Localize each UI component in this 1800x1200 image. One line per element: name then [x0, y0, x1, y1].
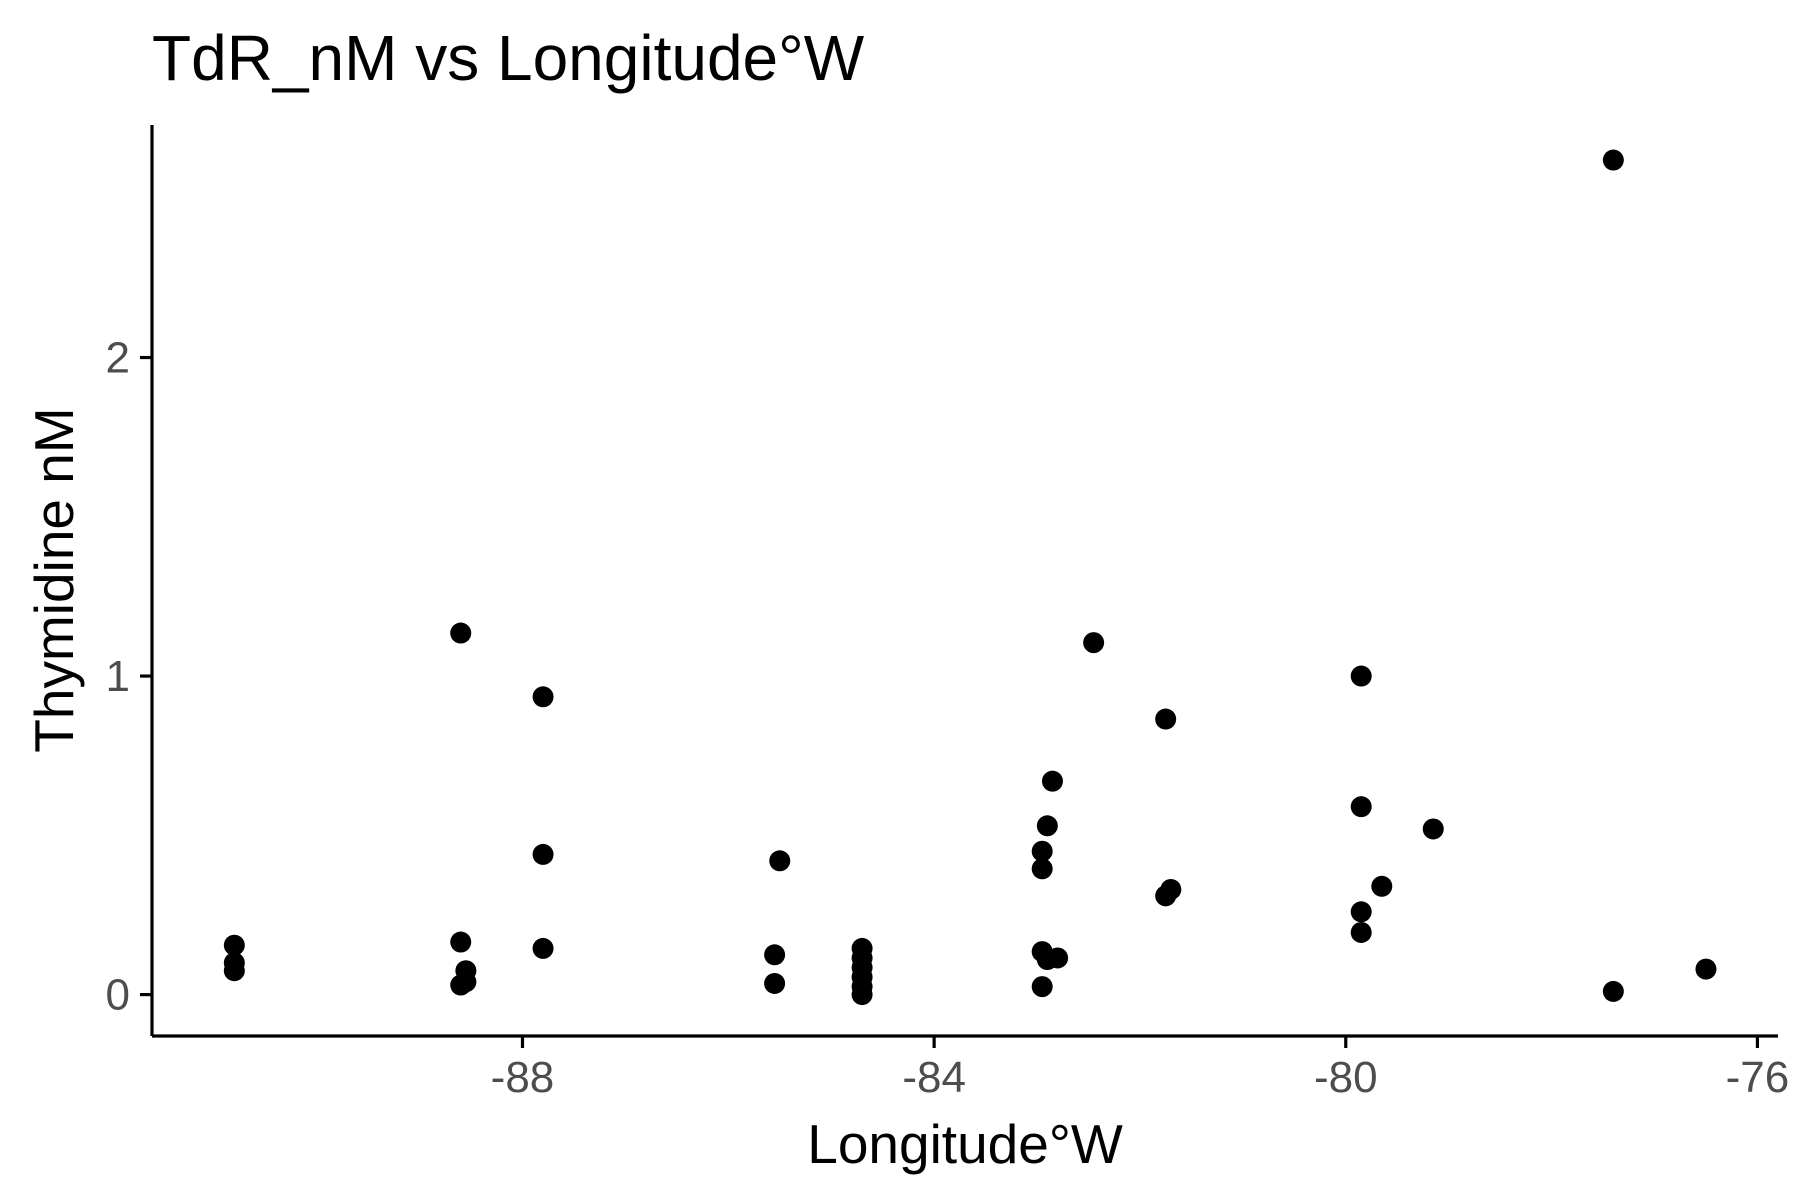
y-axis-title: Thymidine nM	[23, 407, 85, 752]
x-tick-label: -88	[491, 1053, 555, 1102]
data-point	[532, 937, 554, 959]
x-tick-label: -84	[902, 1053, 966, 1102]
data-point	[1695, 958, 1717, 980]
data-point	[455, 971, 477, 993]
data-point	[1031, 976, 1053, 998]
data-point	[1602, 149, 1624, 171]
y-axis-ticks: 0 1 2	[106, 334, 152, 1020]
data-point	[764, 944, 786, 966]
data-point	[1350, 796, 1372, 818]
data-point	[1350, 921, 1372, 943]
data-point	[1602, 980, 1624, 1002]
y-tick-label: 2	[106, 334, 130, 383]
data-point	[1041, 770, 1063, 792]
chart-title: TdR_nM vs Longitude°W	[152, 22, 865, 94]
data-point	[450, 931, 472, 953]
x-axis-ticks: -88 -84 -80 -76	[491, 1036, 1790, 1102]
y-tick-label: 1	[106, 652, 130, 701]
data-points	[223, 149, 1717, 1006]
data-point	[1047, 947, 1069, 969]
data-point	[1036, 815, 1058, 837]
data-point	[532, 686, 554, 708]
plot-area	[223, 149, 1717, 1006]
data-point	[532, 843, 554, 865]
data-point	[1160, 878, 1182, 900]
data-point	[1083, 632, 1105, 654]
data-point	[223, 960, 245, 982]
data-point	[1031, 840, 1053, 862]
data-point	[1350, 665, 1372, 687]
x-axis-title: Longitude°W	[807, 1113, 1123, 1175]
data-point	[1031, 858, 1053, 880]
data-point	[764, 972, 786, 994]
data-point	[223, 934, 245, 956]
x-tick-label: -76	[1726, 1053, 1790, 1102]
data-point	[1350, 901, 1372, 923]
data-point	[1155, 708, 1177, 730]
x-tick-label: -80	[1314, 1053, 1378, 1102]
data-point	[1422, 818, 1444, 840]
data-point	[851, 984, 873, 1006]
y-tick-label: 0	[106, 971, 130, 1020]
data-point	[769, 850, 791, 872]
data-point	[450, 622, 472, 644]
data-point	[1371, 875, 1393, 897]
